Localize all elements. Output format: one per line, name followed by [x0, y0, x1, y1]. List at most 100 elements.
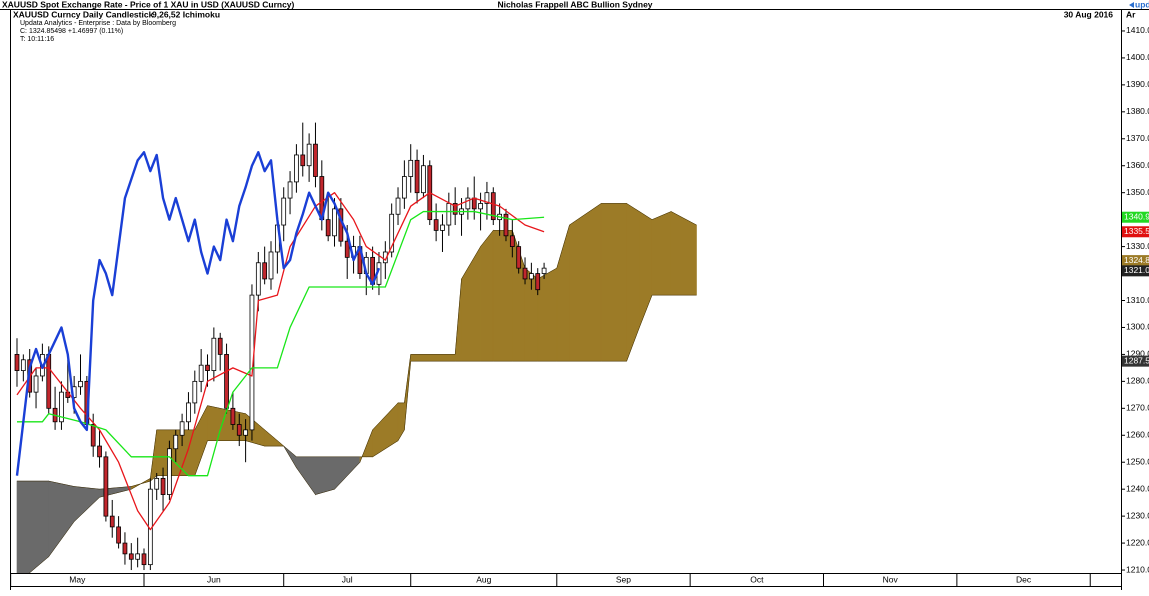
- candle-body: [90, 424, 96, 447]
- candle-body: [281, 197, 287, 226]
- candle-body: [325, 219, 331, 237]
- price-tag: [1122, 355, 1149, 367]
- subtitle: XAUUSD Curncy Daily Candlestick: [13, 9, 154, 19]
- candle-body: [465, 197, 471, 210]
- candle-body: [484, 192, 490, 204]
- x-tick-label: Jul: [342, 574, 353, 584]
- candle-body: [224, 354, 229, 409]
- candle-body: [300, 154, 306, 167]
- cloud-segment: [492, 230, 513, 362]
- cloud-segment: [569, 202, 602, 362]
- price-tag-label: 1324.8: [1124, 255, 1149, 265]
- y-tick-label: 1220.0: [1126, 537, 1149, 547]
- candle-body: [471, 197, 477, 210]
- candle-body: [249, 294, 255, 431]
- candle-body: [395, 197, 401, 215]
- chart-title: XAUUSD Spot Exchange Rate - Price of 1 X…: [2, 0, 295, 9]
- candle-body: [33, 375, 39, 393]
- y-tick-label: 1230.0: [1126, 510, 1149, 520]
- candle-body: [167, 448, 172, 495]
- y-tick-label: 1310.0: [1126, 295, 1149, 305]
- candle-body: [516, 246, 522, 269]
- candle-body: [490, 192, 496, 221]
- candle-body: [20, 359, 26, 371]
- candle-body: [535, 273, 541, 291]
- candle-body: [344, 240, 350, 258]
- candle-body: [14, 354, 20, 371]
- candle-body: [452, 203, 458, 215]
- candle-body: [421, 165, 426, 194]
- candle-body: [154, 477, 160, 490]
- y-tick-label: 1390.0: [1126, 79, 1149, 89]
- candle-body: [141, 553, 147, 566]
- time: T: 10:11:16: [20, 36, 54, 43]
- candle-body: [408, 159, 414, 177]
- y-tick-label: 1380.0: [1126, 106, 1149, 116]
- candle-body: [103, 456, 109, 517]
- cloud-segment: [600, 203, 627, 362]
- candle-body: [306, 143, 312, 167]
- candle-body: [192, 380, 198, 404]
- cloud-segment: [315, 456, 335, 495]
- candle-body: [255, 262, 261, 296]
- y-tick-label: 1350.0: [1126, 187, 1149, 197]
- candle-body: [446, 203, 452, 226]
- candle-body: [294, 154, 299, 183]
- y-tick-label: 1210.0: [1126, 564, 1149, 574]
- close-info: C: 1324.85498 +1.46997 (0.11%): [20, 28, 123, 35]
- candle-body: [186, 402, 191, 423]
- candle-body: [122, 542, 128, 555]
- y-tick-label: 1300.0: [1126, 322, 1149, 332]
- candle-body: [198, 364, 204, 382]
- cloud-segment: [670, 211, 697, 296]
- cloud-segment: [651, 211, 672, 296]
- candle-body: [230, 407, 236, 425]
- x-tick-label: Aug: [476, 574, 491, 584]
- y-tick-label: 1400.0: [1126, 52, 1149, 62]
- candle-body: [211, 337, 217, 371]
- candle-body: [414, 159, 420, 194]
- candle-body: [389, 213, 395, 253]
- indicator-line: [16, 210, 545, 477]
- x-tick-label: Dec: [1016, 574, 1032, 584]
- price-tag-label: 1287.5: [1124, 355, 1149, 365]
- price-tag: [1122, 211, 1149, 223]
- candle-body: [97, 445, 102, 458]
- candle-body: [503, 213, 509, 237]
- candle-body: [440, 224, 445, 231]
- date: 30 Aug 2016: [1064, 9, 1114, 19]
- price-tag-label: 1335.5: [1124, 226, 1149, 236]
- y-tick-label: 1240.0: [1126, 483, 1149, 493]
- candle-body: [128, 553, 134, 560]
- indicator-line: [16, 192, 545, 531]
- candle-body: [135, 553, 141, 560]
- candle-body: [205, 364, 210, 371]
- candle-body: [78, 380, 83, 388]
- candle-body: [236, 424, 242, 436]
- y-tick-label: 1280.0: [1126, 376, 1149, 386]
- y-tick-label: 1260.0: [1126, 430, 1149, 440]
- candle-body: [509, 235, 515, 247]
- brand-arrow: [1129, 2, 1134, 8]
- y-tick-label: 1370.0: [1126, 133, 1149, 143]
- cloud-segment: [410, 354, 456, 362]
- study: 9,26,52 Ichimoku: [152, 9, 220, 19]
- candle-body: [268, 251, 274, 280]
- x-tick-label: Jun: [207, 574, 221, 584]
- candle-body: [433, 219, 439, 231]
- candle-body: [116, 526, 121, 544]
- y-tick-label: 1330.0: [1126, 241, 1149, 251]
- y-tick-label: 1360.0: [1126, 160, 1149, 170]
- cloud-edge: [16, 294, 697, 490]
- candle-body: [332, 208, 337, 237]
- candle-body: [287, 181, 293, 199]
- axis-corner: Ar: [1126, 9, 1136, 19]
- candle-body: [59, 391, 64, 423]
- x-tick-label: Nov: [883, 574, 899, 584]
- chart-author: Nicholas Frappell ABC Bullion Sydney: [497, 0, 652, 9]
- candle-body: [109, 515, 115, 528]
- candle-body: [173, 434, 179, 450]
- y-tick-label: 1290.0: [1126, 349, 1149, 359]
- y-tick-label: 1410.0: [1126, 25, 1149, 35]
- candle-body: [522, 267, 528, 280]
